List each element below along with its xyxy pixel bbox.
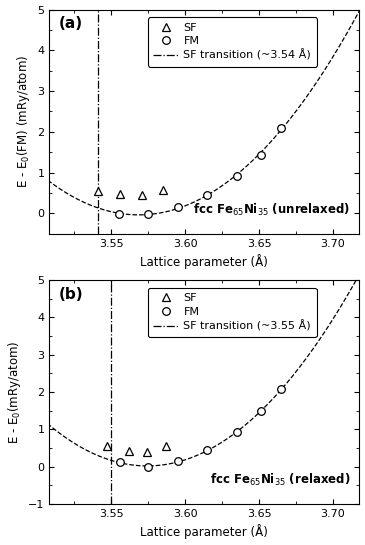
X-axis label: Lattice parameter (Å): Lattice parameter (Å) (141, 254, 268, 269)
Legend: SF, FM, SF transition (~3.55 Å): SF, FM, SF transition (~3.55 Å) (148, 288, 317, 337)
Y-axis label: E - E$_0$(FM) (mRy/atom): E - E$_0$(FM) (mRy/atom) (15, 55, 32, 188)
Legend: SF, FM, SF transition (~3.54 Å): SF, FM, SF transition (~3.54 Å) (148, 17, 317, 66)
Text: fcc Fe$_{65}$Ni$_{35}$ (relaxed): fcc Fe$_{65}$Ni$_{35}$ (relaxed) (210, 473, 350, 488)
Text: (b): (b) (59, 287, 83, 302)
Text: (a): (a) (59, 16, 83, 31)
X-axis label: Lattice parameter (Å): Lattice parameter (Å) (141, 524, 268, 540)
Y-axis label: E - E$_0$(mRy/atom): E - E$_0$(mRy/atom) (5, 340, 23, 444)
Text: fcc Fe$_{65}$Ni$_{35}$ (unrelaxed): fcc Fe$_{65}$Ni$_{35}$ (unrelaxed) (193, 202, 350, 218)
